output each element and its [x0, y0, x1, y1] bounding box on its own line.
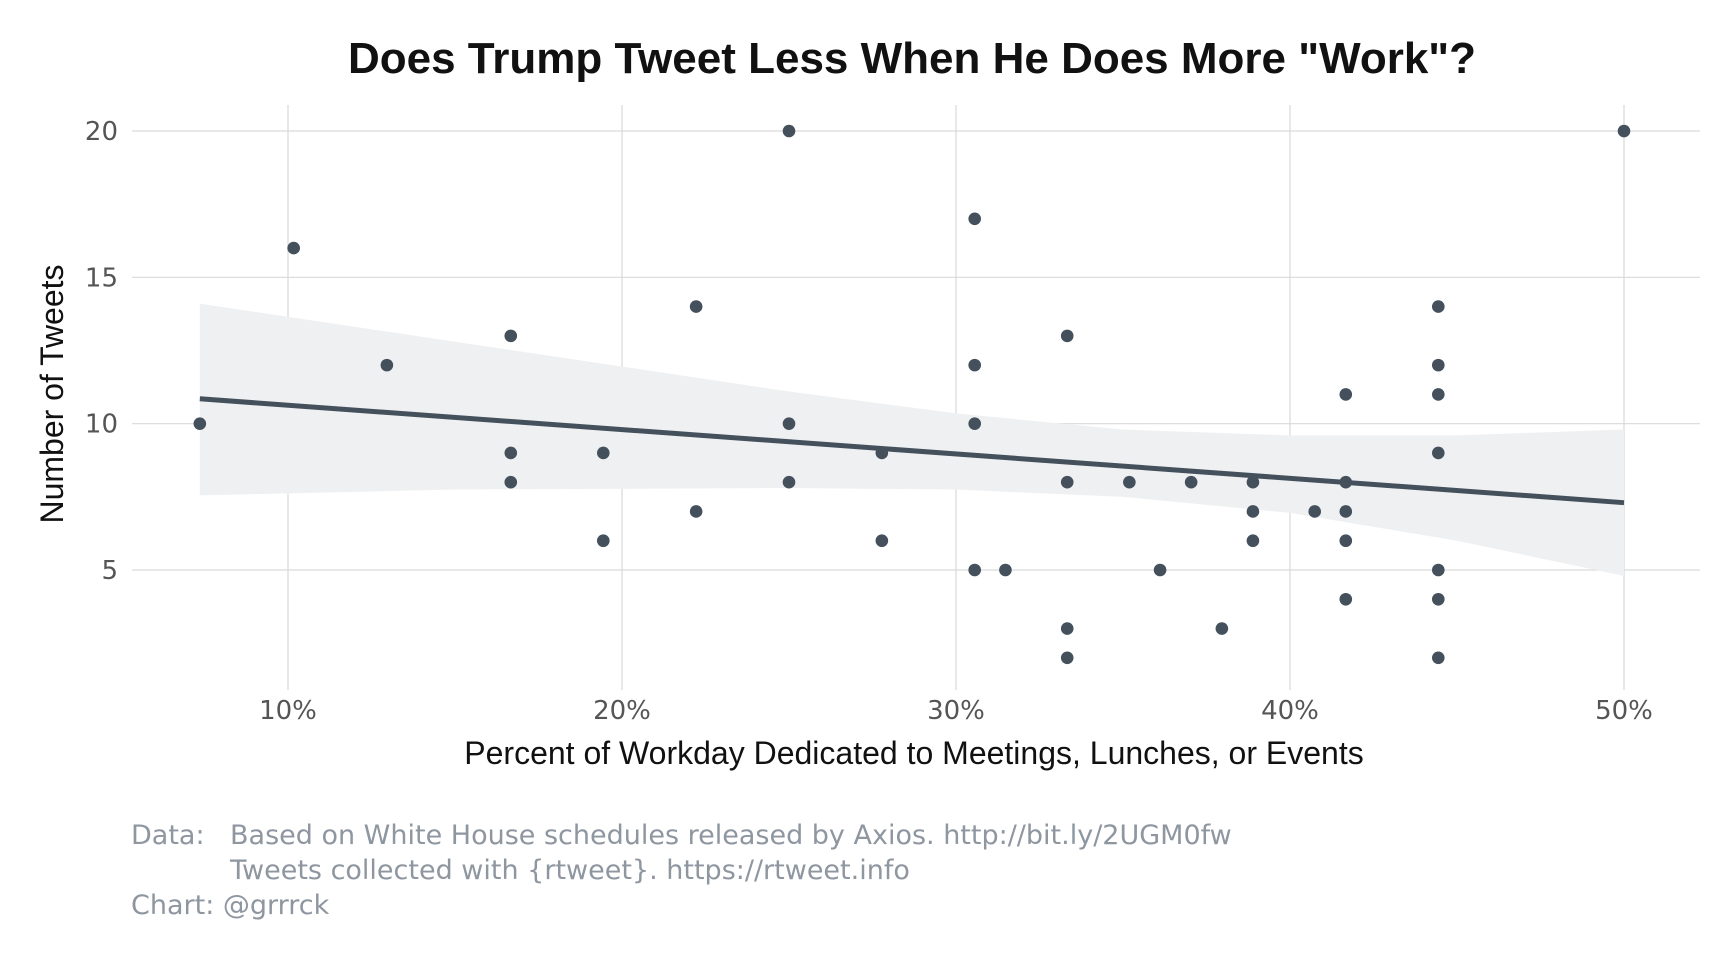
data-point: [193, 417, 207, 430]
data-point: [1060, 475, 1074, 489]
data-point: [968, 212, 982, 226]
data-point: [287, 241, 300, 255]
data-point: [1431, 388, 1445, 401]
confidence-band: [199, 303, 1625, 576]
data-point: [1153, 563, 1167, 577]
data-point: [380, 358, 394, 372]
data-point: [1431, 446, 1445, 460]
x-tick-label: 30%: [927, 696, 985, 726]
tick-labels: 10% 20% 30% 40% 50% 5 10 15 20: [85, 117, 1653, 726]
caption-data-line-1: Based on White House schedules released …: [230, 820, 1232, 851]
data-point: [968, 358, 982, 372]
x-axis-label: Percent of Workday Dedicated to Meetings…: [464, 735, 1363, 771]
trend-line: [199, 396, 1625, 506]
trend-line-layer: [199, 396, 1625, 506]
data-point: [1339, 534, 1353, 548]
data-point: [504, 475, 518, 489]
data-point: [1431, 358, 1445, 372]
data-point: [1339, 592, 1353, 606]
data-point: [504, 446, 518, 460]
data-point: [689, 505, 703, 518]
data-point: [1431, 592, 1445, 606]
data-point: [782, 124, 796, 138]
data-point: [1431, 300, 1445, 313]
caption-data-row: Data: Based on White House schedules rel…: [131, 818, 1232, 853]
data-point: [596, 446, 610, 460]
data-point: [1246, 505, 1260, 518]
data-point: [1617, 124, 1631, 138]
data-point: [1431, 651, 1445, 665]
data-point: [1246, 534, 1260, 548]
data-point: [1339, 388, 1353, 401]
data-point: [1060, 329, 1074, 343]
caption-data-line-2: Tweets collected with {rtweet}. https://…: [230, 855, 910, 886]
data-point: [875, 534, 889, 548]
data-point: [1060, 622, 1074, 635]
data-point: [1246, 475, 1260, 489]
data-point: [968, 417, 982, 430]
y-tick-label: 20: [85, 117, 118, 147]
caption-chart-credit: Chart: @grrrck: [131, 890, 330, 921]
confidence-band-layer: [199, 303, 1625, 576]
y-tick-label: 15: [85, 263, 118, 293]
x-tick-label: 20%: [593, 696, 651, 726]
y-tick-label: 10: [85, 410, 118, 440]
data-point: [689, 300, 703, 313]
data-point: [875, 446, 889, 460]
chart-caption: Data: Based on White House schedules rel…: [131, 818, 1232, 923]
data-points: [193, 124, 1631, 665]
x-tick-label: 40%: [1261, 696, 1319, 726]
data-point: [504, 329, 518, 343]
x-tick-label: 50%: [1595, 696, 1653, 726]
chart-title: Does Trump Tweet Less When He Does More …: [348, 34, 1476, 83]
caption-spacer: [131, 853, 230, 888]
caption-data-row-2: Tweets collected with {rtweet}. https://…: [131, 853, 1232, 888]
data-point: [1339, 475, 1353, 489]
caption-data-label: Data:: [131, 820, 205, 851]
data-point: [999, 563, 1012, 577]
y-axis-label: Number of Tweets: [34, 264, 70, 523]
data-point: [968, 563, 982, 577]
data-point: [1123, 475, 1136, 489]
data-point: [1339, 505, 1353, 518]
data-point: [782, 475, 796, 489]
data-point: [1431, 563, 1445, 577]
data-point: [1184, 475, 1198, 489]
data-point: [1308, 505, 1322, 518]
x-tick-label: 10%: [259, 696, 317, 726]
data-point: [782, 417, 796, 430]
data-point: [1060, 651, 1074, 665]
y-tick-label: 5: [101, 556, 118, 586]
data-point: [596, 534, 610, 548]
data-point: [1215, 622, 1229, 635]
